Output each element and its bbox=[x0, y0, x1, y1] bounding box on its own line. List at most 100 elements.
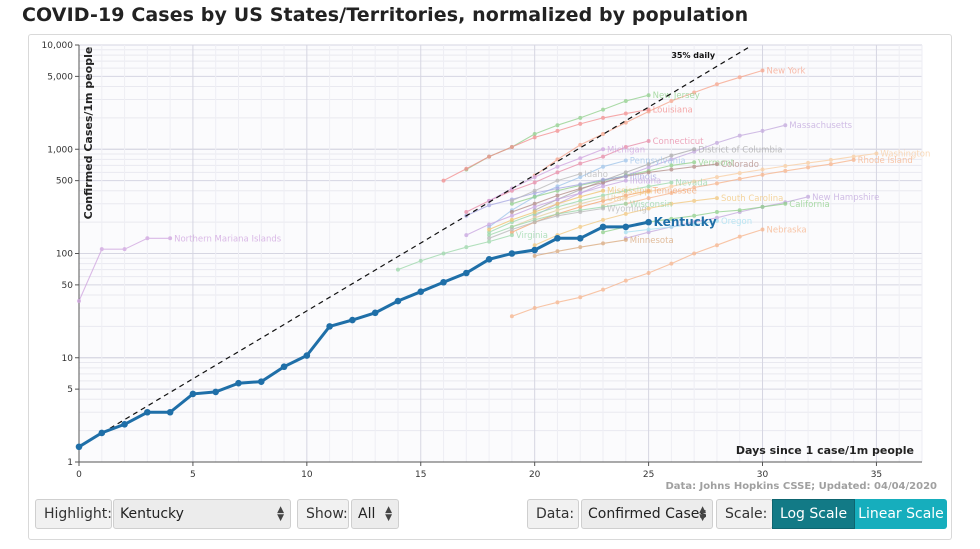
series-northern-mariana-islands: Northern Mariana Islands bbox=[77, 234, 282, 304]
linear-scale-button[interactable]: Linear Scale bbox=[855, 499, 947, 529]
scale-label-text: Scale: bbox=[725, 506, 768, 522]
series-point bbox=[464, 233, 469, 238]
series-point bbox=[646, 230, 651, 235]
series-point bbox=[578, 175, 583, 180]
series-point bbox=[737, 234, 742, 239]
series-point bbox=[646, 138, 651, 143]
series-line bbox=[443, 109, 649, 182]
series-point bbox=[669, 184, 674, 189]
series-point bbox=[555, 128, 560, 133]
series-point bbox=[555, 208, 560, 213]
series-label: California bbox=[789, 200, 829, 210]
highlight-point bbox=[645, 218, 652, 226]
highlight-point bbox=[303, 352, 311, 359]
series-point bbox=[714, 215, 719, 220]
x-tick-label: 5 bbox=[190, 470, 196, 480]
series-point bbox=[623, 278, 628, 283]
series-point bbox=[623, 193, 628, 198]
highlight-point bbox=[440, 278, 447, 286]
series-point bbox=[532, 220, 537, 225]
series-line bbox=[534, 148, 695, 211]
series-label: Wyoming bbox=[607, 205, 647, 215]
data-label: Data: bbox=[527, 499, 579, 529]
series-point bbox=[145, 236, 150, 241]
highlight-point bbox=[121, 420, 128, 428]
highlight-point bbox=[257, 378, 265, 385]
series-point bbox=[669, 153, 674, 158]
controls-bar: Highlight: Kentucky ▲ ▼ Show: All ▲ ▼ Data… bbox=[28, 493, 952, 540]
series-point bbox=[760, 167, 765, 172]
series-label: New York bbox=[767, 66, 806, 76]
series-point bbox=[646, 196, 651, 201]
y-tick-label: 100 bbox=[56, 250, 73, 260]
series-point bbox=[532, 204, 537, 209]
series-point bbox=[623, 237, 628, 242]
series-point bbox=[692, 185, 697, 190]
series-point bbox=[692, 164, 697, 169]
x-tick-label: 0 bbox=[76, 470, 82, 480]
series-point bbox=[601, 241, 606, 246]
series-point bbox=[555, 197, 560, 202]
series-point bbox=[555, 213, 560, 218]
series-point bbox=[874, 151, 879, 156]
series-point bbox=[601, 184, 606, 189]
y-tick-label: 10 bbox=[62, 354, 74, 364]
series-label: Louisiana bbox=[653, 106, 693, 116]
series-point bbox=[578, 245, 583, 250]
highlight-point bbox=[75, 443, 83, 451]
y-tick-label: 500 bbox=[56, 177, 73, 187]
series-label: Idaho bbox=[584, 170, 608, 180]
data-label-text: Data: bbox=[536, 506, 575, 522]
series-point bbox=[692, 90, 697, 95]
series-point bbox=[555, 300, 560, 305]
series-point bbox=[669, 191, 674, 196]
series-line bbox=[511, 173, 581, 202]
y-tick-label: 50 bbox=[62, 281, 74, 291]
show-select-value: All bbox=[358, 506, 376, 522]
highlight-point bbox=[349, 316, 356, 324]
series-point bbox=[464, 166, 469, 171]
highlight-point bbox=[189, 390, 197, 398]
highlight-select[interactable]: Kentucky ▲ ▼ bbox=[113, 499, 291, 529]
series-line bbox=[488, 207, 604, 239]
series-point bbox=[623, 178, 628, 183]
series-point bbox=[555, 201, 560, 206]
show-select[interactable]: All ▲ ▼ bbox=[351, 499, 399, 529]
series-point bbox=[555, 164, 560, 169]
series-group: New York New Jersey Louisiana Connecticut Mi… bbox=[77, 66, 930, 319]
series-point bbox=[601, 196, 606, 201]
series-label: Nebraska bbox=[767, 225, 807, 235]
series-point bbox=[77, 299, 81, 304]
series-point bbox=[851, 154, 856, 159]
highlight-point bbox=[531, 246, 538, 254]
data-select[interactable]: Confirmed Cases ▲ ▼ bbox=[581, 499, 713, 529]
log-scale-button[interactable]: Log Scale bbox=[772, 499, 855, 529]
series-point bbox=[555, 186, 560, 191]
highlight-label: Highlight: bbox=[35, 499, 112, 529]
series-point bbox=[623, 111, 628, 116]
series-point bbox=[509, 314, 514, 319]
series-point bbox=[578, 115, 583, 120]
series-label: Rhode Island bbox=[858, 156, 913, 166]
series-point bbox=[623, 230, 628, 235]
series-point bbox=[601, 217, 606, 222]
y-axis-title: Confirmed Cases/1m people bbox=[82, 47, 95, 220]
series-point bbox=[737, 208, 742, 213]
series-point bbox=[487, 222, 492, 227]
series-point bbox=[646, 271, 651, 276]
x-axis-title: Days since 1 case/1m people bbox=[736, 444, 914, 457]
series-point bbox=[737, 171, 742, 176]
series-label: Illinois bbox=[630, 172, 658, 182]
series-point bbox=[532, 243, 537, 248]
series-point bbox=[646, 107, 651, 112]
series-point bbox=[532, 180, 537, 185]
highlight-point bbox=[394, 297, 402, 305]
covid-line-chart: 0 5 10 15 20 25 30 351510501005001,0005,00010,0… bbox=[42, 41, 938, 492]
highlight-point bbox=[326, 323, 333, 330]
series-point bbox=[601, 198, 606, 203]
series-point bbox=[487, 233, 492, 238]
highlight-point bbox=[554, 234, 561, 242]
y-tick-label: 10,000 bbox=[42, 41, 74, 51]
series-point bbox=[578, 161, 583, 166]
highlight-point bbox=[280, 363, 288, 371]
